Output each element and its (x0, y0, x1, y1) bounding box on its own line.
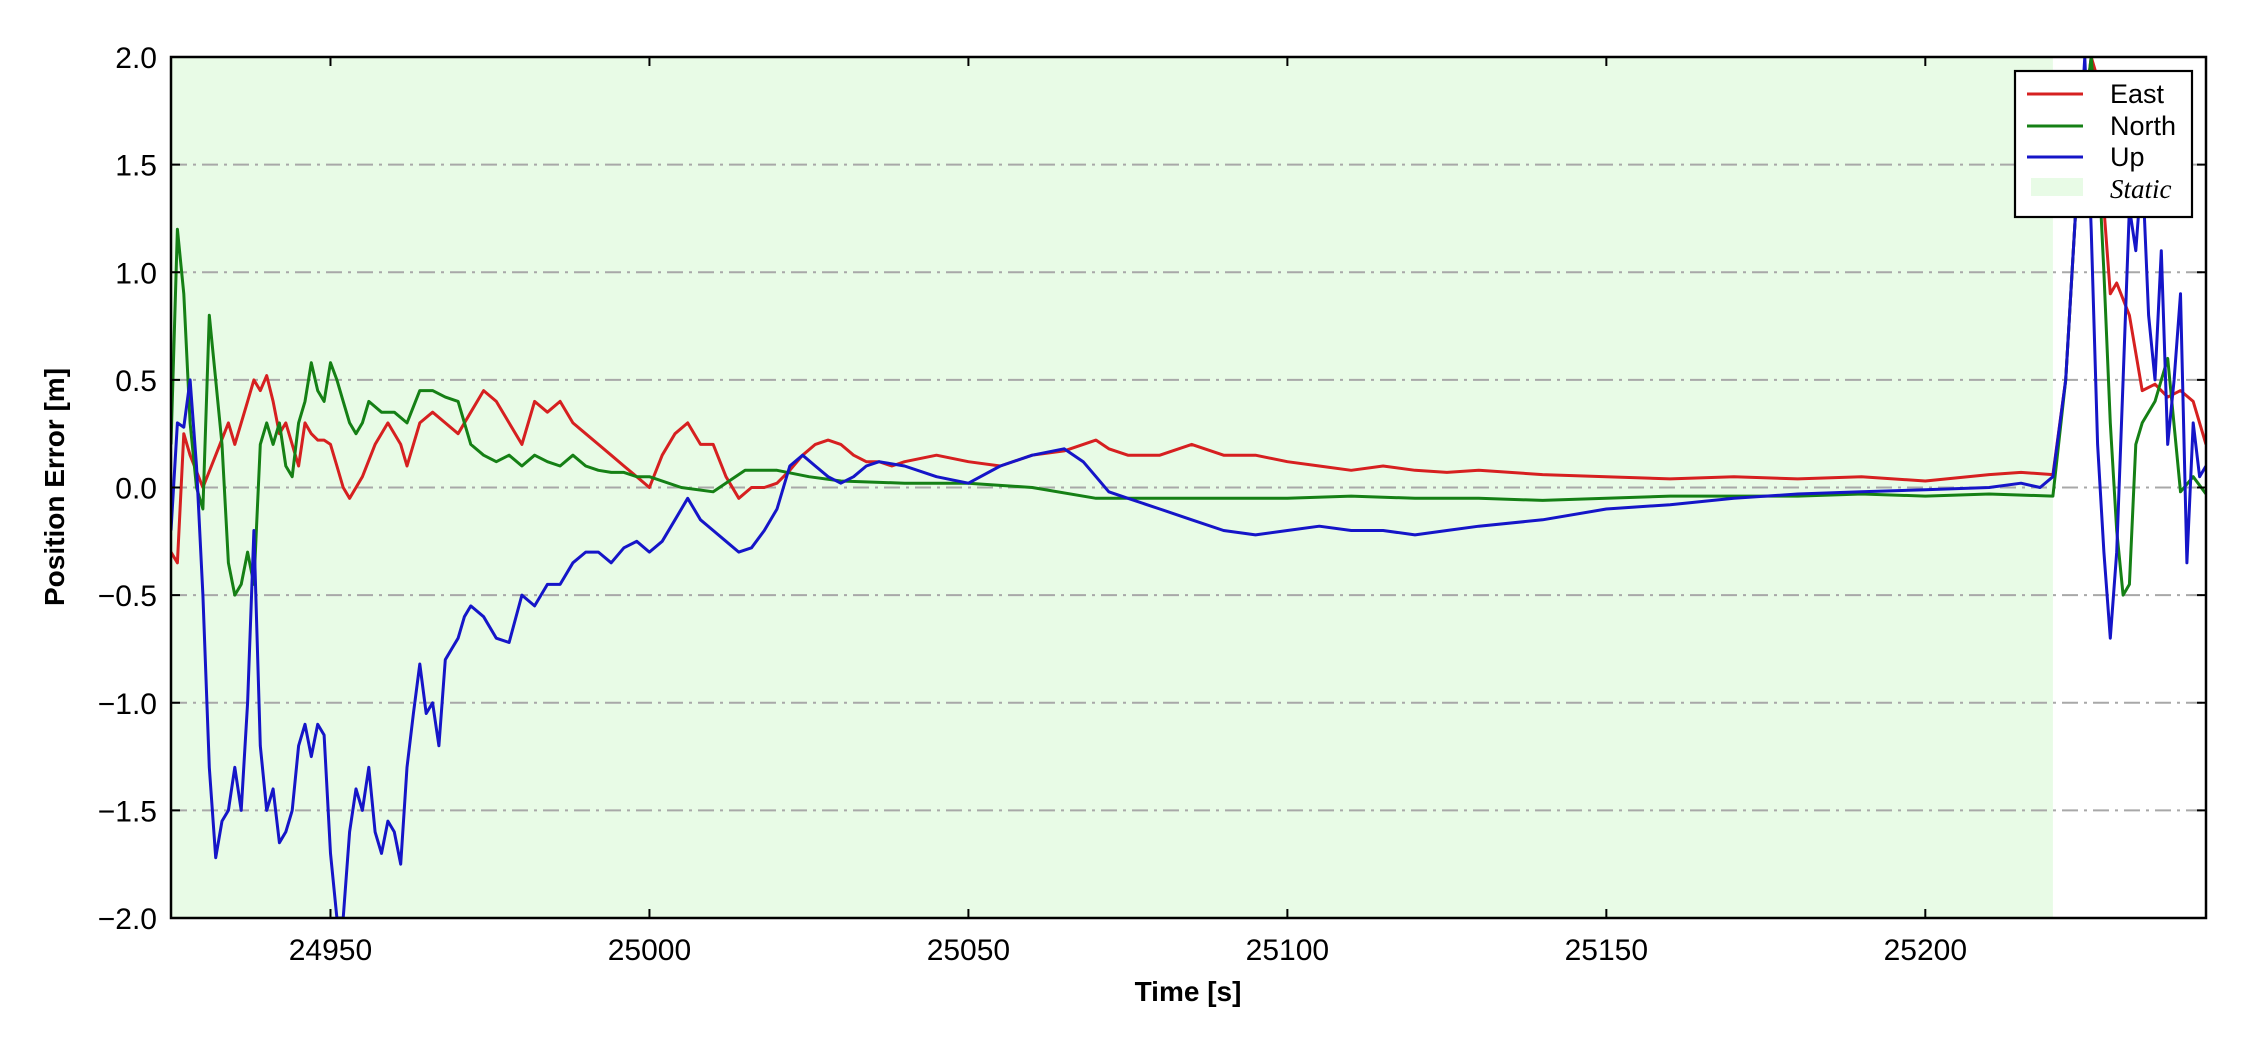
x-tick-label: 25200 (1884, 934, 1967, 967)
y-tick-label: −1.0 (98, 688, 157, 721)
x-tick-label: 25100 (1246, 934, 1329, 967)
y-tick-label: 1.5 (115, 150, 157, 183)
legend: East North Up Static (2013, 69, 2194, 219)
series-line-up (171, 57, 2206, 918)
series-layer (171, 57, 2206, 918)
series-line-north (171, 57, 2206, 597)
y-tick-label: −1.5 (98, 795, 157, 828)
legend-label-up: Up (2110, 142, 2145, 172)
x-tick-label: 25150 (1565, 934, 1648, 967)
tick-labels-layer: 24950 25000 25050 25100 25150 25200 2.0 1.5 1.0 0… (98, 42, 1967, 967)
x-tick-label: 25050 (927, 934, 1010, 967)
y-tick-label: 2.0 (115, 42, 157, 75)
y-tick-label: 0.0 (115, 473, 157, 506)
y-tick-label: 0.5 (115, 365, 157, 398)
legend-swatch-static (2031, 178, 2083, 196)
y-tick-label: −0.5 (98, 580, 157, 613)
x-axis-title: Time [s] (1135, 976, 1242, 1007)
ticks-layer (171, 56, 2206, 919)
legend-label-east: East (2110, 79, 2165, 109)
series-line-east (171, 57, 2206, 565)
y-axis-title: Position Error [m] (39, 368, 70, 606)
y-tick-label: −2.0 (98, 903, 157, 936)
legend-label-north: North (2110, 111, 2176, 141)
y-tick-label: 1.0 (115, 257, 157, 290)
x-tick-label: 25000 (608, 934, 691, 967)
x-tick-label: 24950 (289, 934, 372, 967)
legend-label-static: Static (2110, 174, 2172, 204)
